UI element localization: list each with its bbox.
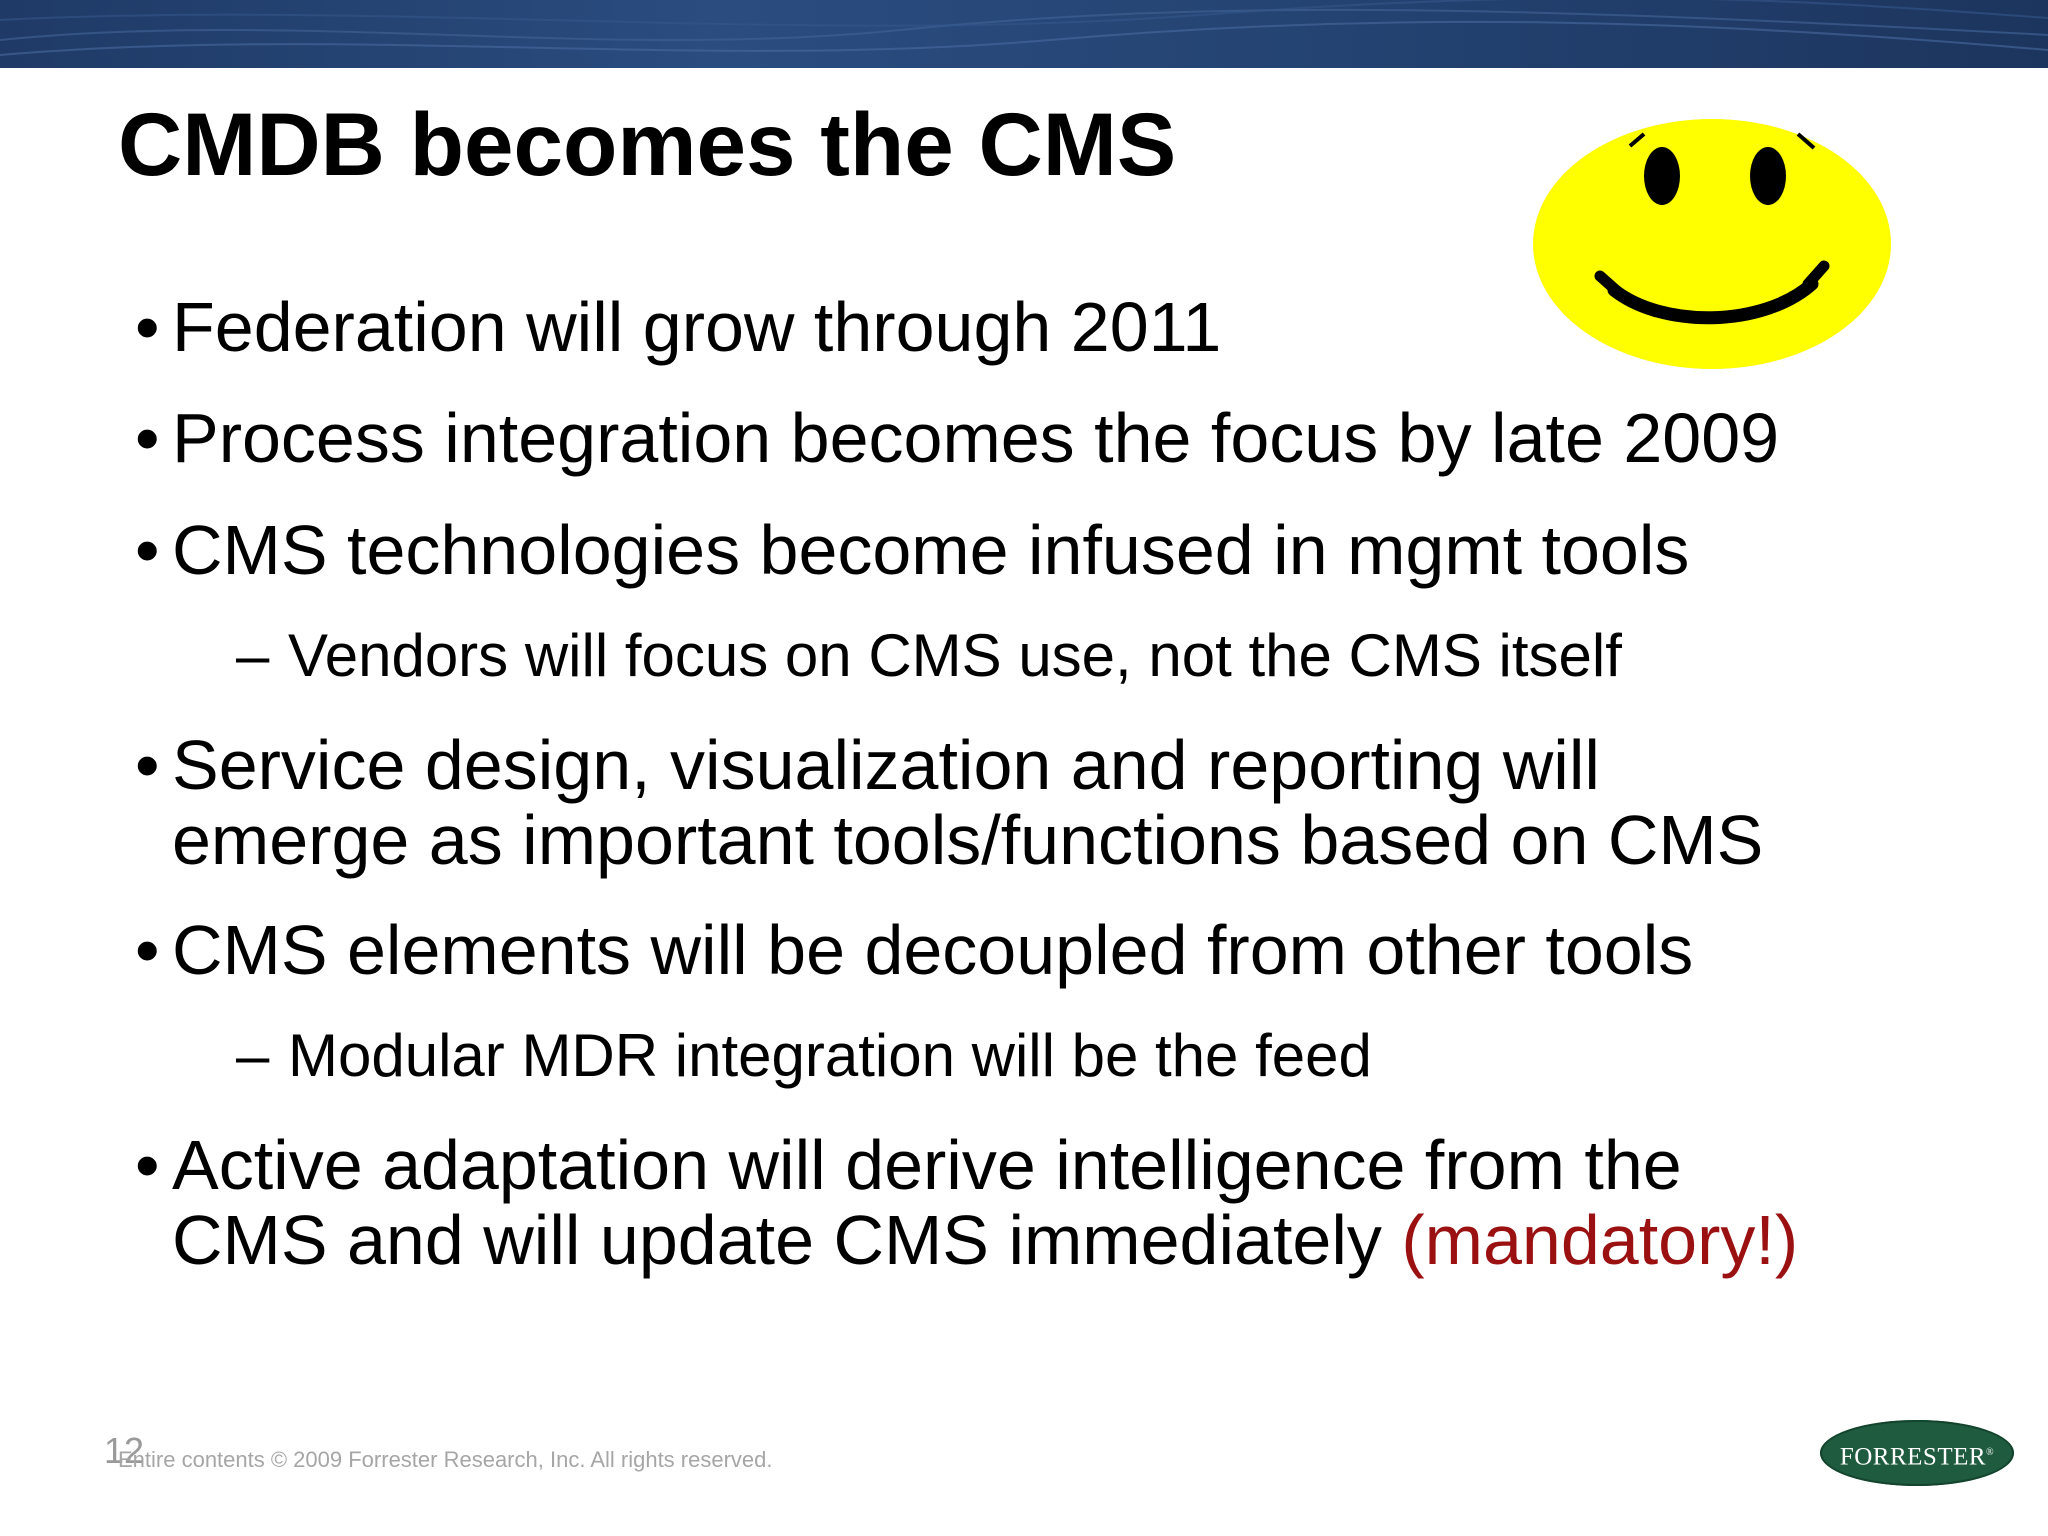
- bullet-item: • CMS technologies become infused in mgm…: [135, 513, 1689, 588]
- logo-registered-mark: ®: [1986, 1447, 1995, 1458]
- bullet-marker: •: [135, 911, 160, 989]
- sub-bullet-marker: –: [236, 1022, 270, 1089]
- slide-title: CMDB becomes the CMS: [118, 94, 1177, 194]
- slide-number: 12: [104, 1430, 145, 1471]
- bullet-item: • Federation will grow through 2011: [135, 290, 1221, 365]
- logo-text: FORRESTER: [1839, 1443, 1987, 1471]
- sub-bullet-text: Vendors will focus on CMS use, not the C…: [288, 622, 1622, 689]
- sub-bullet-item: – Vendors will focus on CMS use, not the…: [236, 623, 1622, 689]
- sub-bullet-item: – Modular MDR integration will be the fe…: [236, 1023, 1372, 1089]
- bullet-text-line-2: CMS and will update CMS immediately (man…: [172, 1203, 1798, 1278]
- sub-bullet-marker: –: [236, 622, 270, 689]
- bullet-text-plain: CMS and will update CMS immediately: [172, 1201, 1402, 1279]
- bullet-marker: •: [135, 511, 160, 589]
- bullet-text-line-1: Active adaptation will derive intelligen…: [172, 1126, 1682, 1204]
- bullet-item: • Service design, visualization and repo…: [135, 728, 1763, 878]
- bullet-text-line-2: emerge as important tools/functions base…: [172, 801, 1764, 879]
- bullet-marker: •: [135, 1126, 160, 1204]
- bullet-item: • CMS elements will be decoupled from ot…: [135, 913, 1693, 988]
- bullet-text-line-1: Service design, visualization and report…: [172, 726, 1600, 804]
- bullet-item: • Process integration becomes the focus …: [135, 401, 1779, 476]
- header-band: [0, 0, 2048, 68]
- mandatory-highlight: (mandatory!): [1401, 1201, 1799, 1279]
- bullet-text: Process integration becomes the focus by…: [172, 399, 1780, 477]
- bullet-marker: •: [135, 399, 160, 477]
- logo-wordmark: FORRESTER®: [1820, 1420, 2014, 1486]
- forrester-logo: FORRESTER®: [1820, 1420, 2014, 1486]
- bullet-item: • Active adaptation will derive intellig…: [135, 1128, 1798, 1278]
- header-wave-decoration: [0, 0, 2048, 56]
- sub-bullet-text: Modular MDR integration will be the feed: [288, 1022, 1372, 1089]
- copyright-notice: Entire contents © 2009 Forrester Researc…: [118, 1447, 773, 1472]
- bullet-text: CMS technologies become infused in mgmt …: [172, 511, 1690, 589]
- bullet-text: Federation will grow through 2011: [172, 288, 1222, 366]
- bullet-text: CMS elements will be decoupled from othe…: [172, 911, 1694, 989]
- bullet-marker: •: [135, 288, 160, 366]
- bullet-marker: •: [135, 726, 160, 804]
- smiley-face-icon: [1533, 119, 1891, 369]
